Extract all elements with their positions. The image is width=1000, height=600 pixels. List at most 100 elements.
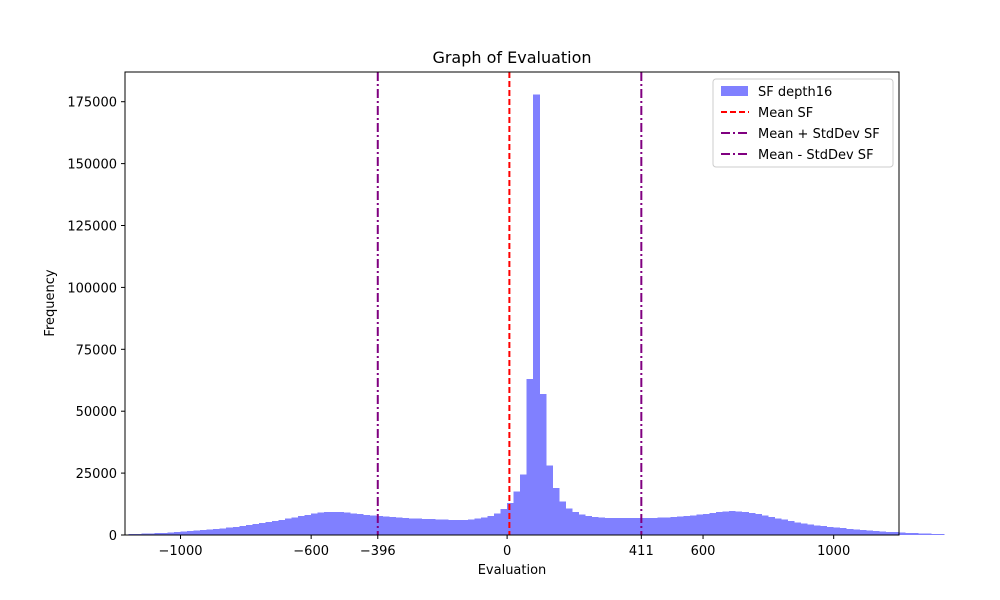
axes-frame — [124, 71, 900, 536]
histogram-bar — [539, 393, 547, 535]
histogram-bar — [742, 511, 749, 535]
histogram-bar — [500, 509, 508, 535]
histogram-bar — [141, 533, 148, 535]
histogram-bar — [343, 512, 351, 535]
legend-label: Mean + StdDev SF — [758, 127, 880, 142]
y-axis-ticks: 0 25000 50000 75000 100000 125000 150000 175000 — [67, 96, 125, 544]
histogram-bar — [513, 491, 521, 535]
histogram-bar — [618, 518, 625, 535]
histogram-bar — [605, 517, 612, 535]
histogram-bar — [487, 515, 495, 535]
legend-label: Mean - StdDev SF — [758, 148, 874, 163]
histogram-bar — [631, 517, 638, 535]
histogram-bar — [814, 525, 821, 535]
x-tick-label: −1000 — [159, 544, 203, 559]
histogram-bar — [265, 522, 272, 535]
histogram-bar — [422, 518, 429, 535]
histogram-bar — [755, 514, 762, 535]
histogram-bar — [592, 516, 599, 535]
histogram-bar — [363, 514, 370, 535]
histogram-bar — [448, 519, 455, 535]
histogram-bar — [578, 514, 586, 535]
histogram-bar — [859, 529, 867, 535]
legend-entry: Mean SF — [721, 106, 813, 121]
histogram-bar — [330, 511, 338, 535]
histogram-bar — [885, 531, 893, 535]
histogram-bar — [846, 528, 854, 535]
legend-entry: SF depth16 — [721, 85, 832, 100]
x-tick-label: 0 — [503, 544, 511, 559]
histogram-bar — [383, 516, 390, 535]
histogram-bar — [154, 533, 161, 535]
legend-box — [712, 78, 894, 168]
histogram-bar — [866, 530, 873, 535]
y-tick-label: 175000 — [67, 96, 117, 111]
histogram-bar — [774, 518, 782, 535]
histogram-bar — [206, 529, 214, 535]
histogram-bar — [644, 517, 651, 535]
histogram-bar — [689, 515, 697, 535]
histogram-bar — [435, 519, 442, 535]
histogram-bar — [552, 487, 560, 535]
histogram-bar — [676, 516, 684, 535]
histogram-bar — [147, 533, 155, 535]
histogram-bar — [827, 526, 834, 535]
histogram-bar — [657, 517, 664, 535]
histogram-bar — [461, 519, 468, 535]
legend-swatch — [721, 86, 748, 96]
histogram-bar — [520, 474, 527, 535]
histogram-bar — [271, 520, 279, 535]
histogram-bar — [879, 531, 886, 535]
histogram-bar — [912, 533, 919, 535]
histogram-bar — [787, 521, 795, 535]
histogram-bar — [696, 514, 704, 535]
x-tick-label: −600 — [293, 544, 329, 559]
histogram-bar — [872, 530, 880, 535]
histogram-bar — [624, 518, 632, 535]
histogram-bar — [134, 533, 142, 535]
histogram-bar — [369, 515, 377, 535]
histogram-bar — [494, 513, 501, 535]
histogram-bar — [441, 519, 449, 535]
x-tick-label: −396 — [360, 544, 396, 559]
histogram-bar — [768, 516, 775, 535]
histogram-bar — [572, 512, 579, 535]
histogram-bar — [722, 511, 730, 535]
chart-title: Graph of Evaluation — [432, 48, 591, 67]
histogram-bar — [598, 517, 606, 535]
histogram-bar — [918, 533, 926, 535]
histogram-bar — [285, 518, 292, 535]
y-tick-label: 75000 — [76, 343, 117, 358]
histogram-bar — [324, 512, 331, 535]
histogram-bar — [219, 528, 227, 535]
histogram-bar — [278, 519, 286, 535]
histogram-bar — [840, 528, 847, 535]
histogram-bar — [454, 520, 462, 535]
legend: SF depth16 Mean SF Mean + StdDev SF Mean - … — [712, 78, 894, 168]
histogram-bar — [650, 517, 658, 535]
histogram-bar — [180, 531, 188, 535]
histogram-bar — [304, 514, 312, 535]
histogram-bar — [905, 532, 913, 535]
histogram-bar — [402, 518, 410, 535]
histogram-bar — [350, 513, 357, 535]
histogram-bar — [546, 465, 553, 535]
legend-entry: Mean - StdDev SF — [721, 148, 874, 163]
histogram-bar — [611, 518, 619, 535]
histogram-bar — [415, 518, 423, 535]
histogram-bar — [925, 533, 932, 535]
histogram-bar — [748, 512, 756, 535]
y-tick-label: 0 — [109, 529, 117, 544]
y-tick-label: 100000 — [67, 281, 117, 296]
histogram-bar — [559, 501, 566, 535]
histogram-bar — [291, 517, 299, 535]
x-axis-ticks: −1000 −600 −396 0 411 600 1000 — [159, 535, 850, 559]
histogram-bar — [213, 528, 220, 535]
x-tick-label: 600 — [691, 544, 716, 559]
legend-entry: Mean + StdDev SF — [721, 127, 880, 142]
histogram-bar — [761, 515, 769, 535]
histogram-bar — [938, 534, 945, 535]
histogram-bar — [258, 523, 266, 535]
